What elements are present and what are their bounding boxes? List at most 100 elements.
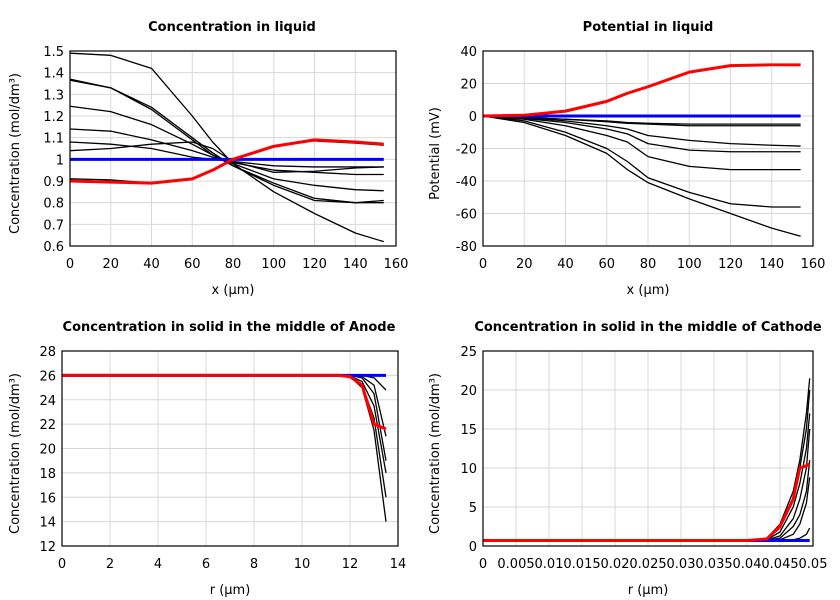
y-tick-label: 1.1 xyxy=(43,132,64,147)
x-tick-label: 0 xyxy=(479,557,487,572)
series-line-2 xyxy=(62,374,387,437)
x-tick-label: 160 xyxy=(384,257,409,272)
x-tick-label: 0.05 xyxy=(799,557,828,572)
series-line-2 xyxy=(483,389,811,542)
x-tick-label: 4 xyxy=(154,557,162,572)
chart-title: Concentration in solid in the middle of … xyxy=(63,320,396,335)
y-tick-label: 20 xyxy=(39,443,56,458)
x-tick-label: 100 xyxy=(261,257,286,272)
series-line-4 xyxy=(483,428,811,542)
y-tick-label: 0.8 xyxy=(43,197,64,212)
x-tick-label: 6 xyxy=(202,557,210,572)
y-tick-label: 18 xyxy=(39,467,56,482)
x-axis-label: x (µm) xyxy=(627,283,670,298)
x-tick-label: 80 xyxy=(225,257,242,272)
x-tick-label: 0 xyxy=(479,257,487,272)
y-tick-label: 14 xyxy=(39,516,56,531)
x-tick-label: 0.045 xyxy=(761,557,798,572)
y-tick-label: 10 xyxy=(460,462,477,477)
x-tick-label: 0.035 xyxy=(695,557,732,572)
series-line-6 xyxy=(482,115,801,208)
plot-frame xyxy=(482,350,814,547)
x-tick-label: 40 xyxy=(143,257,160,272)
x-tick-label: 140 xyxy=(759,257,784,272)
series-line-10 xyxy=(69,138,384,185)
y-tick-label: 1.2 xyxy=(43,110,64,125)
y-tick-label: 16 xyxy=(39,491,56,506)
y-tick-label: 22 xyxy=(39,418,56,433)
y-tick-label: -20 xyxy=(456,143,477,158)
x-tick-label: 160 xyxy=(801,257,826,272)
plot-frame xyxy=(482,50,814,247)
x-tick-label: 0 xyxy=(66,257,74,272)
x-tick-label: 0.015 xyxy=(563,557,600,572)
series-line-3 xyxy=(62,374,387,461)
series-line-5 xyxy=(483,460,811,542)
subplot-3: 0 2 4 6 8 10 12 14121416182022242628Concentrati… xyxy=(8,320,406,598)
x-tick-label: 0.01 xyxy=(535,557,564,572)
y-tick-label: 15 xyxy=(460,423,477,438)
y-tick-label: 0.6 xyxy=(43,240,64,255)
y-tick-label: 28 xyxy=(39,345,56,360)
y-tick-label: -80 xyxy=(456,240,477,255)
series-line-1 xyxy=(69,52,384,243)
x-tick-label: 40 xyxy=(557,257,574,272)
x-tick-label: 100 xyxy=(677,257,702,272)
x-tick-label: 0.04 xyxy=(733,557,762,572)
series-line-4 xyxy=(482,115,801,153)
subplot-4: 0 0.005 0.01 0.015 0.02 0.025 0.03 0.035 0.04 0.0… xyxy=(428,320,827,598)
y-tick-label: 20 xyxy=(460,384,477,399)
series-line-7 xyxy=(69,141,384,173)
x-tick-label: 120 xyxy=(302,257,327,272)
x-tick-label: 0.02 xyxy=(601,557,630,572)
y-tick-label: 20 xyxy=(460,78,477,93)
y-tick-label: 25 xyxy=(460,345,477,360)
x-tick-label: 0 xyxy=(58,557,66,572)
y-axis-label: Concentration (mol/dm³) xyxy=(8,373,23,534)
subplot-2: 0 20 40 60 80 100 120 140 160 -80 -60 -40 -20 0 20 40 Po… xyxy=(428,20,825,298)
series-line-8 xyxy=(62,373,387,431)
x-tick-label: 20 xyxy=(516,257,533,272)
x-tick-label: 10 xyxy=(294,557,311,572)
chart-title: Concentration in solid in the middle of … xyxy=(474,320,822,335)
series-line-1 xyxy=(62,374,387,391)
x-tick-label: 60 xyxy=(184,257,201,272)
y-tick-label: 0.7 xyxy=(43,218,64,233)
x-tick-label: 0.005 xyxy=(497,557,534,572)
y-tick-label: -40 xyxy=(456,175,477,190)
x-tick-label: 60 xyxy=(598,257,615,272)
series-line-9 xyxy=(482,63,801,118)
series-line-9 xyxy=(483,462,811,543)
plot-frame xyxy=(69,50,397,247)
y-tick-label: 12 xyxy=(39,540,56,555)
y-tick-label: 0.9 xyxy=(43,175,64,190)
series-line-6 xyxy=(483,477,811,542)
series-line-5 xyxy=(62,374,387,498)
x-tick-label: 8 xyxy=(250,557,258,572)
series-line-3 xyxy=(482,115,801,147)
y-tick-label: 40 xyxy=(460,45,477,60)
x-tick-label: 0.025 xyxy=(629,557,666,572)
x-tick-label: 120 xyxy=(718,257,743,272)
x-tick-label: 12 xyxy=(342,557,359,572)
x-tick-label: 0.03 xyxy=(667,557,696,572)
y-tick-label: 1 xyxy=(56,153,64,168)
x-tick-label: 2 xyxy=(106,557,114,572)
x-tick-label: 14 xyxy=(390,557,407,572)
series-line-7 xyxy=(482,115,801,237)
y-tick-label: 1.5 xyxy=(43,45,64,60)
series-line-1 xyxy=(483,378,811,542)
y-tick-label: 24 xyxy=(39,394,56,409)
series-line-2 xyxy=(482,115,801,127)
x-tick-label: 80 xyxy=(640,257,657,272)
y-axis-label: Potential (mV) xyxy=(428,107,443,200)
y-tick-label: 26 xyxy=(39,369,56,384)
y-tick-label: -60 xyxy=(456,208,477,223)
x-axis-label: r (µm) xyxy=(210,583,251,598)
y-tick-label: 1.4 xyxy=(43,67,64,82)
x-tick-label: 140 xyxy=(343,257,368,272)
y-tick-label: 0 xyxy=(469,110,477,125)
series-line-5 xyxy=(69,128,384,176)
